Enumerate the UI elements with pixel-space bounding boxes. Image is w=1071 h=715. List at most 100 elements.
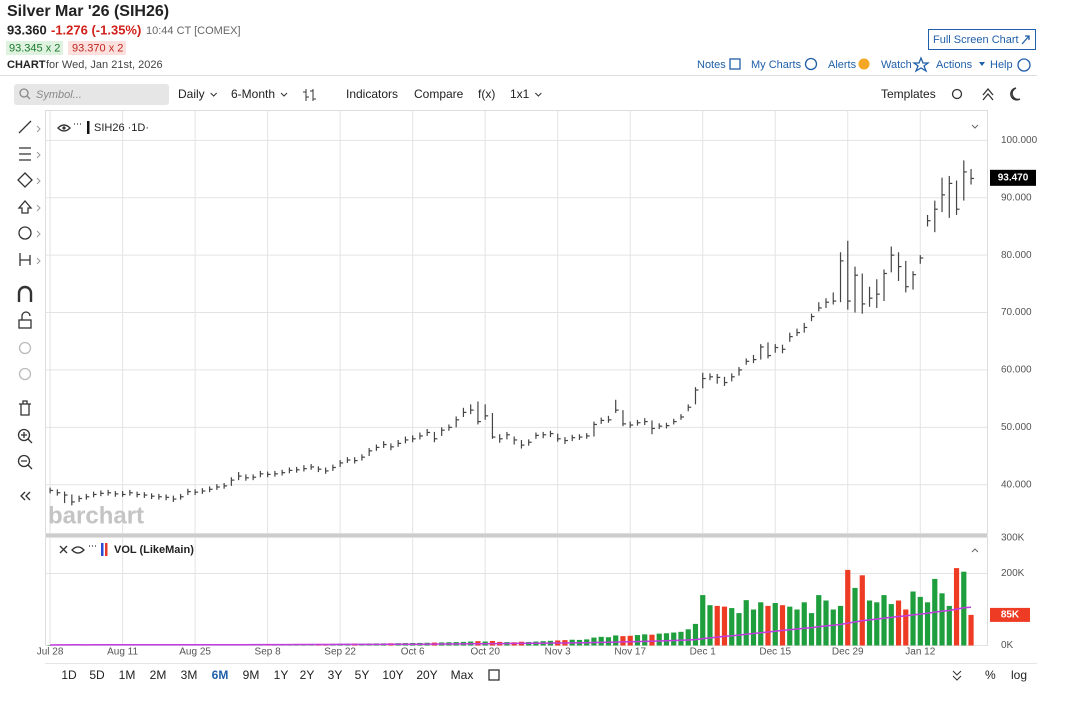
tool-line[interactable] (18, 120, 32, 134)
tool-magnet[interactable] (17, 285, 33, 302)
chart-date: for Wed, Jan 21st, 2026 (46, 59, 163, 71)
quote-time: 10:44 CT [COMEX] (146, 25, 241, 37)
volume-bar (830, 609, 836, 646)
menu-item[interactable]: My Charts (751, 59, 802, 71)
volume-bar (634, 635, 641, 646)
title: Silver Mar '26 (SIH26) (7, 3, 169, 20)
menu-item[interactable]: Notes (697, 59, 726, 71)
tool-zoom-out[interactable] (17, 454, 31, 468)
percent-scale[interactable]: % (985, 668, 996, 682)
toolbar-item[interactable]: Indicators (346, 87, 398, 101)
tool-redo[interactable] (18, 367, 32, 381)
toolbar-item[interactable]: f(x) (478, 87, 495, 101)
y-tick-label: 90.000 (1001, 192, 1032, 203)
period-button[interactable]: Max (451, 668, 474, 682)
bar-type-icon[interactable] (303, 89, 316, 101)
volume-bar (743, 600, 749, 646)
visibility-icon (62, 126, 66, 130)
tool-arrow[interactable] (17, 200, 33, 214)
period-button[interactable]: 9M (243, 668, 260, 682)
visibility-icon[interactable] (71, 546, 85, 554)
period-button[interactable]: 3Y (328, 668, 343, 682)
volume-bar (656, 633, 662, 646)
tool-fib[interactable] (19, 147, 31, 161)
toolbar-item[interactable]: 6-Month (231, 87, 275, 101)
last-volume-label: 85K (1001, 610, 1020, 621)
period-button[interactable]: 5Y (355, 668, 370, 682)
tool-delete[interactable] (19, 400, 31, 416)
tool-lock[interactable] (21, 311, 31, 320)
tool-measure[interactable] (19, 253, 31, 266)
menu-item[interactable]: Alerts (828, 59, 857, 71)
tool-shape[interactable] (17, 172, 33, 188)
volume-bar (953, 568, 960, 646)
period-button[interactable]: 3M (181, 668, 198, 682)
full-screen-label[interactable]: Full Screen Chart (933, 34, 1019, 46)
volume-bar (758, 602, 764, 646)
settings-icon[interactable] (951, 88, 963, 100)
y-tick-label: 60.000 (1001, 365, 1032, 376)
menu-item[interactable]: Help (990, 59, 1013, 71)
volume-bar (729, 608, 735, 646)
period-button[interactable]: 1M (119, 668, 136, 682)
remove-study[interactable] (59, 545, 68, 554)
collapse-icon[interactable] (982, 87, 994, 101)
dropdown-caret (280, 92, 288, 97)
tool-zoom-out[interactable] (21, 460, 33, 470)
volume-bar (678, 631, 684, 646)
theme-icon[interactable] (1010, 87, 1021, 101)
symbol-search[interactable] (14, 84, 169, 105)
tool-zoom-in[interactable] (17, 428, 31, 442)
period-button[interactable]: 1Y (274, 668, 289, 682)
period-button[interactable]: 10Y (382, 668, 403, 682)
grid: 40.000 50.000 60.000 70.000 80.000 90.000 100.… (37, 110, 1038, 658)
volume-bar (692, 623, 699, 646)
x-tick-label: Sep 8 (255, 647, 282, 658)
toolbar-item[interactable]: Daily (178, 87, 205, 101)
series-swatch (105, 543, 108, 556)
menu-item[interactable]: Watch (881, 59, 912, 71)
volume-bar (924, 602, 931, 646)
symbol-placeholder[interactable]: Symbol... (36, 89, 82, 101)
volume-bar (707, 605, 713, 646)
period-button[interactable]: 20Y (416, 668, 437, 682)
toolbar-item[interactable]: 1x1 (510, 87, 530, 101)
y-tick-label: 50.000 (1001, 422, 1032, 433)
price-panel (45, 110, 988, 534)
calendar-icon[interactable] (488, 669, 500, 681)
tool-text[interactable] (18, 226, 32, 240)
series-swatch (101, 543, 104, 556)
panel-separator (45, 534, 988, 537)
templates[interactable]: Templates (881, 87, 936, 101)
panel-menu[interactable] (971, 124, 979, 129)
volume-bar (968, 614, 974, 646)
volume-bar (765, 605, 771, 646)
panel-menu[interactable] (971, 548, 979, 553)
tool-undo[interactable] (18, 341, 32, 355)
menu-item[interactable]: Actions (936, 59, 973, 71)
volume-bar (787, 606, 793, 646)
x-tick-label: Jul 28 (37, 647, 64, 658)
period-button[interactable]: 6M (212, 668, 229, 682)
log-scale[interactable]: log (1011, 668, 1027, 682)
tool-lock[interactable] (18, 319, 32, 329)
volume-bar (700, 595, 706, 646)
toolbar-item[interactable]: Compare (414, 87, 464, 101)
full-screen-button[interactable] (928, 29, 1036, 50)
expand-icon[interactable] (952, 670, 962, 681)
series-swatch (87, 121, 90, 134)
tool-collapse[interactable] (20, 491, 31, 501)
period-button[interactable]: 2M (150, 668, 167, 682)
x-tick-label: Dec 29 (832, 647, 864, 658)
period-button[interactable]: 1D (61, 668, 77, 682)
period-button[interactable]: 2Y (300, 668, 315, 682)
x-tick-label: Nov 3 (545, 647, 572, 658)
tool-zoom-in[interactable] (21, 432, 33, 444)
volume-bar (613, 635, 619, 646)
volume-bar (605, 637, 612, 646)
last-price-label: 93.470 (998, 172, 1029, 183)
period-button[interactable]: 5D (89, 668, 105, 682)
actions-caret (979, 62, 985, 66)
visibility-icon[interactable] (57, 124, 71, 132)
